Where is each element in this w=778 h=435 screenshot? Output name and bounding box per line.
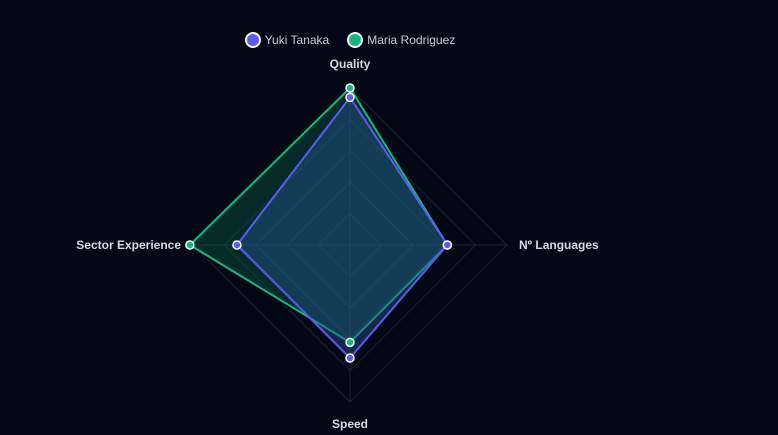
axis-label-quality: Quality	[330, 57, 371, 71]
data-point-yuki-2[interactable]	[442, 240, 453, 250]
data-point-maria-1[interactable]	[345, 83, 355, 93]
data-point-yuki-3[interactable]	[345, 353, 355, 363]
data-point-yuki-1[interactable]	[345, 92, 355, 103]
legend-swatch-maria	[347, 32, 364, 48]
legend-label-maria: Maria Rodriguez	[367, 33, 456, 47]
legend-swatch-yuki	[244, 32, 261, 48]
radar-grid	[192, 87, 508, 403]
axis-label-languages: Nº Languages	[519, 238, 599, 252]
series-area-yuki	[235, 95, 449, 360]
axis-label-sector-experience: Sector Experience	[76, 238, 181, 252]
legend-item-yuki[interactable]: Yuki Tanaka	[244, 32, 330, 48]
data-point-yuki-4[interactable]	[232, 240, 242, 250]
legend-label-yuki: Yuki Tanaka	[264, 33, 330, 47]
data-point-maria-3[interactable]	[345, 337, 355, 348]
data-point-maria-4[interactable]	[185, 240, 195, 250]
radar-axis-labels: Quality Nº Languages Speed Sector Experi…	[76, 57, 599, 431]
legend-item-maria[interactable]: Maria Rodriguez	[347, 32, 455, 48]
radar-series	[185, 83, 453, 363]
chart-legend: Yuki Tanaka Maria Rodriguez	[0, 32, 700, 48]
axis-label-speed: Speed	[332, 417, 368, 431]
